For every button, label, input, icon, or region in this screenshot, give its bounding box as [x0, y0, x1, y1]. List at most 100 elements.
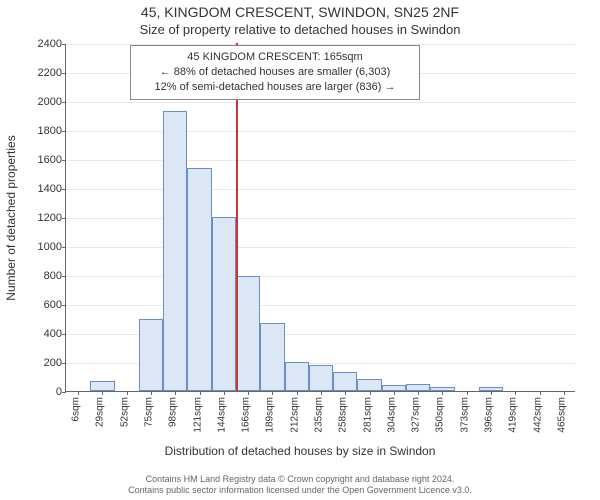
x-tick-label: 166sqm — [241, 397, 252, 433]
x-tick-label: 304sqm — [386, 397, 397, 433]
footer-line-1: Contains HM Land Registry data © Crown c… — [0, 474, 600, 485]
x-tick-label: 258sqm — [338, 397, 349, 433]
y-tick-label: 1400 — [38, 183, 62, 195]
x-tick-label: 396sqm — [484, 397, 495, 433]
x-tick-mark — [272, 391, 273, 395]
x-tick-mark — [224, 391, 225, 395]
y-tick-mark — [62, 334, 66, 335]
y-axis-label: Number of detached properties — [4, 135, 18, 300]
gridline — [66, 102, 575, 103]
histogram-bar — [285, 362, 309, 391]
y-tick-label: 1000 — [38, 241, 62, 253]
y-tick-label: 1800 — [38, 125, 62, 137]
histogram-bar — [139, 319, 163, 392]
y-tick-mark — [62, 189, 66, 190]
y-tick-mark — [62, 73, 66, 74]
x-tick-mark — [515, 391, 516, 395]
x-tick-mark — [442, 391, 443, 395]
x-tick-label: 29sqm — [95, 397, 106, 427]
x-tick-mark — [491, 391, 492, 395]
x-tick-mark — [297, 391, 298, 395]
histogram-bar — [406, 384, 430, 391]
histogram-bar — [357, 379, 381, 391]
y-tick-label: 400 — [44, 328, 62, 340]
y-tick-mark — [62, 131, 66, 132]
gridline — [66, 189, 575, 190]
histogram-bar — [309, 365, 333, 391]
histogram-bar — [90, 381, 114, 391]
x-tick-mark — [540, 391, 541, 395]
chart-footer: Contains HM Land Registry data © Crown c… — [0, 474, 600, 496]
y-tick-mark — [62, 363, 66, 364]
gridline — [66, 218, 575, 219]
x-tick-mark — [248, 391, 249, 395]
y-tick-label: 600 — [44, 299, 62, 311]
x-tick-label: 98sqm — [168, 397, 179, 427]
histogram-bar — [187, 168, 211, 391]
x-tick-label: 373sqm — [459, 397, 470, 433]
y-tick-label: 2200 — [38, 67, 62, 79]
x-tick-label: 442sqm — [532, 397, 543, 433]
y-tick-mark — [62, 102, 66, 103]
x-tick-label: 75sqm — [144, 397, 155, 427]
x-tick-mark — [467, 391, 468, 395]
y-tick-label: 2400 — [38, 38, 62, 50]
chart-title-description: Size of property relative to detached ho… — [0, 22, 600, 37]
x-tick-mark — [321, 391, 322, 395]
x-tick-label: 235sqm — [314, 397, 325, 433]
y-tick-label: 0 — [56, 386, 62, 398]
annotation-box: 45 KINGDOM CRESCENT: 165sqm ← 88% of det… — [130, 45, 420, 100]
x-tick-label: 6sqm — [71, 397, 82, 421]
gridline — [66, 276, 575, 277]
gridline — [66, 131, 575, 132]
x-tick-mark — [564, 391, 565, 395]
y-tick-mark — [62, 276, 66, 277]
y-tick-mark — [62, 392, 66, 393]
x-tick-label: 327sqm — [411, 397, 422, 433]
y-tick-label: 2000 — [38, 96, 62, 108]
x-tick-label: 281sqm — [362, 397, 373, 433]
y-tick-mark — [62, 247, 66, 248]
histogram-bar — [236, 276, 260, 391]
y-tick-label: 800 — [44, 270, 62, 282]
gridline — [66, 305, 575, 306]
x-tick-label: 121sqm — [192, 397, 203, 433]
gridline — [66, 160, 575, 161]
annotation-line-1: 45 KINGDOM CRESCENT: 165sqm — [139, 50, 411, 65]
x-tick-label: 212sqm — [289, 397, 300, 433]
footer-line-2: Contains public sector information licen… — [0, 485, 600, 496]
x-tick-mark — [78, 391, 79, 395]
x-tick-mark — [175, 391, 176, 395]
x-tick-mark — [394, 391, 395, 395]
y-tick-mark — [62, 160, 66, 161]
x-tick-label: 189sqm — [265, 397, 276, 433]
x-tick-label: 350sqm — [435, 397, 446, 433]
y-tick-mark — [62, 218, 66, 219]
x-tick-mark — [418, 391, 419, 395]
x-tick-label: 52sqm — [119, 397, 130, 427]
x-tick-mark — [200, 391, 201, 395]
x-tick-label: 465sqm — [556, 397, 567, 433]
chart-title-address: 45, KINGDOM CRESCENT, SWINDON, SN25 2NF — [0, 4, 600, 20]
gridline — [66, 247, 575, 248]
x-tick-mark — [127, 391, 128, 395]
x-tick-mark — [151, 391, 152, 395]
y-tick-label: 1600 — [38, 154, 62, 166]
y-tick-mark — [62, 44, 66, 45]
annotation-line-3: 12% of semi-detached houses are larger (… — [139, 80, 411, 95]
y-tick-label: 1200 — [38, 212, 62, 224]
annotation-line-2: ← 88% of detached houses are smaller (6,… — [139, 65, 411, 80]
y-tick-label: 200 — [44, 357, 62, 369]
histogram-bar — [333, 372, 357, 391]
x-axis-label: Distribution of detached houses by size … — [0, 444, 600, 458]
chart-container: 45, KINGDOM CRESCENT, SWINDON, SN25 2NF … — [0, 0, 600, 500]
histogram-bar — [260, 323, 284, 391]
histogram-bar — [212, 217, 236, 391]
x-tick-label: 419sqm — [508, 397, 519, 433]
x-tick-label: 144sqm — [216, 397, 227, 433]
x-tick-mark — [370, 391, 371, 395]
histogram-bar — [163, 111, 187, 391]
x-tick-mark — [345, 391, 346, 395]
y-tick-mark — [62, 305, 66, 306]
x-tick-mark — [102, 391, 103, 395]
